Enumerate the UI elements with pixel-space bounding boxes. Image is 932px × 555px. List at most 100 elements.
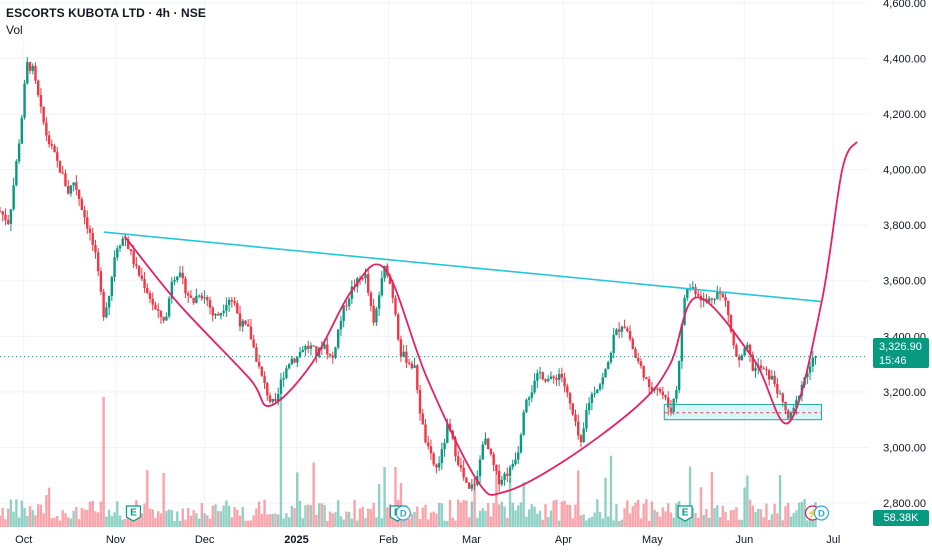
candle-body bbox=[271, 398, 274, 402]
volume-bar bbox=[290, 505, 294, 527]
candle-body bbox=[1, 211, 4, 215]
candle-body bbox=[39, 95, 43, 107]
candle-body bbox=[162, 316, 165, 321]
candle-body bbox=[197, 295, 201, 297]
volume-bar bbox=[448, 499, 452, 527]
volume-bar bbox=[413, 511, 416, 527]
candle-body bbox=[176, 276, 179, 281]
dividend-marker[interactable]: D bbox=[395, 505, 411, 521]
volume-bar bbox=[94, 511, 97, 527]
candle-body bbox=[189, 295, 193, 298]
candle-body bbox=[167, 298, 171, 317]
volume-bar bbox=[364, 518, 367, 527]
volume-bar bbox=[557, 520, 561, 527]
volume-bar bbox=[107, 509, 111, 527]
volume-bar bbox=[735, 507, 738, 527]
volume-bar bbox=[176, 511, 179, 527]
volume-bar bbox=[383, 467, 386, 527]
time-tick-label: Oct bbox=[15, 534, 32, 546]
symbol-title[interactable]: ESCORTS KUBOTA LTD · 4h · NSE bbox=[6, 6, 207, 20]
candle-body bbox=[257, 361, 261, 367]
volume-bar bbox=[170, 510, 174, 527]
candle-body bbox=[260, 366, 264, 376]
candle-body bbox=[552, 376, 555, 379]
candle-body bbox=[328, 354, 332, 356]
volume-bar bbox=[593, 512, 596, 527]
earnings-marker[interactable]: E bbox=[677, 505, 693, 522]
time-axis[interactable]: Oct Nov Dec 2025 Feb Mar Apr May Jun Jul bbox=[0, 527, 932, 550]
candle-body bbox=[337, 329, 340, 348]
volume-bar bbox=[754, 511, 757, 527]
volume-bar bbox=[326, 520, 329, 527]
volume-bar bbox=[724, 511, 727, 527]
candle-body bbox=[184, 278, 187, 294]
resistance-trendline bbox=[103, 231, 822, 303]
candle-body bbox=[53, 145, 56, 153]
volume-bar bbox=[337, 500, 340, 527]
candle-body bbox=[413, 365, 416, 369]
volume-bar bbox=[410, 513, 414, 527]
volume-bar bbox=[435, 513, 438, 527]
candle-body bbox=[732, 331, 735, 346]
volume-bar bbox=[506, 518, 509, 527]
volume-bar bbox=[503, 506, 506, 527]
volume-bar bbox=[470, 501, 474, 527]
volume-bar bbox=[399, 483, 403, 527]
volume-bar bbox=[808, 514, 812, 527]
candle-body bbox=[579, 435, 583, 443]
earnings-marker[interactable]: E bbox=[125, 505, 142, 522]
candle-body bbox=[675, 390, 678, 399]
time-tick-label: Nov bbox=[106, 534, 126, 546]
volume-bar bbox=[658, 516, 662, 527]
candle-body bbox=[506, 473, 509, 476]
volume-bar bbox=[688, 466, 692, 527]
volume-bar bbox=[647, 520, 651, 527]
volume-bar bbox=[437, 502, 441, 527]
volume-bar bbox=[36, 504, 40, 527]
candle-body bbox=[497, 470, 501, 485]
candle-body bbox=[72, 182, 75, 186]
candle-body bbox=[707, 298, 711, 303]
volume-bar bbox=[803, 499, 806, 527]
candle-body bbox=[778, 393, 782, 395]
volume-bar bbox=[585, 520, 588, 527]
candle-body bbox=[151, 298, 154, 305]
candle-body bbox=[533, 380, 536, 393]
event-marker-layer: EEDE⚡D bbox=[125, 505, 830, 522]
price-axis[interactable]: 2,800.003,000.003,200.003,400.003,600.00… bbox=[868, 0, 932, 550]
volume-bar bbox=[778, 475, 782, 527]
volume-bar bbox=[173, 520, 176, 527]
volume-bar bbox=[623, 508, 626, 527]
candle-body bbox=[80, 199, 84, 210]
candle-body bbox=[364, 274, 367, 279]
candle-body bbox=[683, 297, 686, 325]
candle-body bbox=[626, 328, 629, 332]
candle-body bbox=[514, 459, 517, 464]
volume-bar bbox=[560, 501, 564, 527]
volume-bar bbox=[650, 501, 654, 527]
volume-bar bbox=[566, 504, 569, 527]
candle-body bbox=[15, 161, 18, 186]
volume-bar bbox=[75, 506, 78, 527]
volume-bar bbox=[443, 520, 446, 527]
volume-bar bbox=[252, 515, 255, 527]
candle-body bbox=[178, 272, 182, 277]
candle-body bbox=[203, 297, 206, 299]
candle-body bbox=[664, 395, 667, 398]
dividend-badge-label: D bbox=[400, 509, 407, 520]
volume-bar bbox=[478, 510, 482, 527]
dividend-marker[interactable]: D bbox=[813, 505, 830, 521]
candle-body bbox=[0, 211, 2, 213]
candle-body bbox=[99, 271, 103, 292]
volume-indicator-label[interactable]: Vol bbox=[6, 23, 23, 37]
candle-body bbox=[334, 347, 337, 358]
volume-bar bbox=[519, 502, 523, 527]
volume-bar bbox=[317, 503, 321, 527]
candle-body bbox=[323, 344, 326, 349]
volume-bar bbox=[178, 520, 182, 527]
volume-bar bbox=[759, 509, 763, 527]
volume-bar bbox=[762, 517, 765, 527]
candle-body bbox=[421, 413, 424, 425]
